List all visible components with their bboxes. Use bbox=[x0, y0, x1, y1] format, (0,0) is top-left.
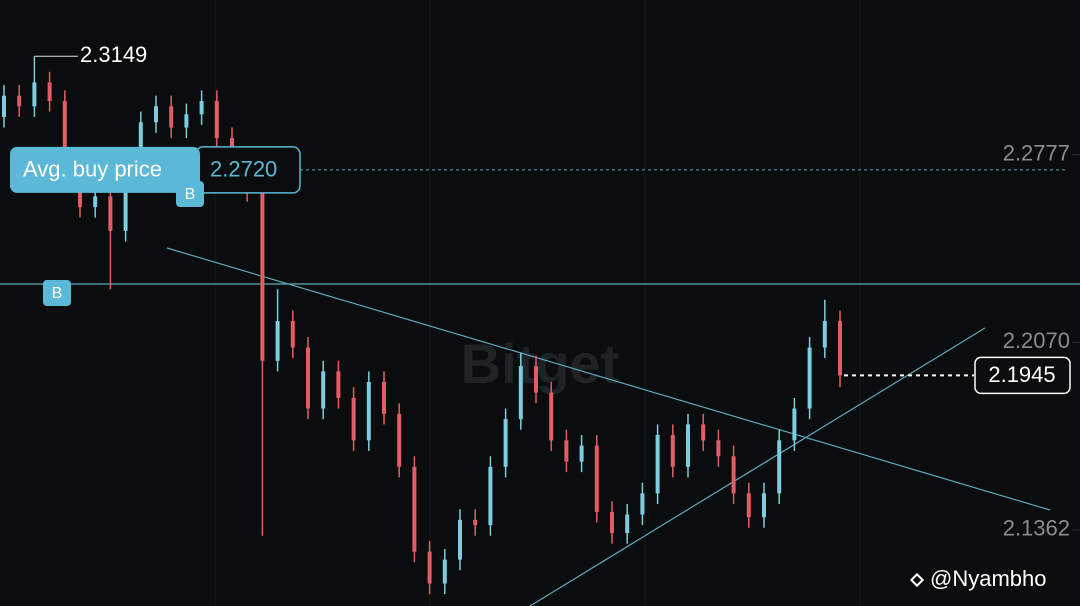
candle-body bbox=[260, 191, 265, 361]
candle-body bbox=[640, 493, 645, 515]
candle-body bbox=[610, 511, 614, 534]
overlay: 2.2777 2.2070 2.1362 2.3149 Avg. buy price 2.… bbox=[10, 42, 1080, 541]
candle-body bbox=[564, 440, 569, 462]
candle-body bbox=[275, 321, 280, 361]
candle-body bbox=[184, 114, 189, 128]
candle-body bbox=[154, 106, 158, 123]
candle-body bbox=[701, 424, 706, 441]
max-price-label: 2.3149 bbox=[80, 42, 147, 67]
candle-body bbox=[382, 381, 386, 414]
last-price-box bbox=[974, 356, 1071, 395]
candle-body bbox=[503, 419, 508, 467]
candle-body bbox=[427, 551, 432, 584]
candle-body bbox=[62, 101, 67, 162]
candle-body bbox=[32, 82, 37, 107]
candle-body bbox=[822, 321, 827, 348]
candle-body bbox=[169, 106, 174, 128]
candle-body bbox=[351, 397, 356, 441]
trend-line bbox=[529, 327, 986, 606]
candle-body bbox=[397, 413, 402, 467]
candle-body bbox=[93, 196, 98, 208]
last-price-label: 2.1945 bbox=[988, 362, 1055, 387]
candle-body bbox=[2, 95, 6, 117]
author: @Nyambho bbox=[930, 566, 1047, 591]
candle-body bbox=[47, 82, 52, 101]
candle-body bbox=[655, 435, 660, 494]
candle-body bbox=[731, 456, 736, 494]
y-tick-label: 2.2070 bbox=[1003, 328, 1070, 353]
candle-body bbox=[123, 172, 128, 231]
candle-body bbox=[670, 435, 675, 467]
avg-buy-badge bbox=[10, 146, 200, 193]
candle-body bbox=[716, 440, 721, 457]
candle-body bbox=[458, 519, 462, 560]
candle-body bbox=[807, 347, 812, 409]
avg-buy-label: Avg. buy price bbox=[23, 157, 162, 182]
candle-body bbox=[214, 101, 219, 139]
candle-body bbox=[594, 445, 599, 512]
candle-body bbox=[306, 347, 310, 409]
candle-body bbox=[746, 493, 751, 518]
author-icon bbox=[909, 572, 925, 588]
candle-body bbox=[473, 519, 478, 526]
candle-body bbox=[412, 466, 417, 552]
candle-body bbox=[442, 559, 447, 584]
candle-body bbox=[777, 440, 782, 494]
candle-body bbox=[518, 366, 523, 420]
candles bbox=[2, 56, 842, 595]
candle-body bbox=[366, 381, 371, 441]
candle-body bbox=[549, 392, 554, 441]
buy-marker-label: B bbox=[185, 186, 196, 203]
y-tick-label: 2.2777 bbox=[1003, 141, 1070, 166]
buy-marker bbox=[176, 181, 204, 207]
avg-buy-value: 2.2720 bbox=[210, 157, 277, 182]
background-grid bbox=[214, 0, 861, 606]
candle-body bbox=[792, 408, 797, 441]
candle-body bbox=[488, 466, 493, 526]
candle-body bbox=[199, 101, 204, 115]
buy-marker bbox=[43, 280, 71, 306]
candle-body bbox=[625, 514, 630, 534]
candle-body bbox=[17, 95, 22, 107]
candle-body bbox=[686, 424, 690, 467]
candle-body bbox=[336, 371, 341, 398]
candle-body bbox=[838, 321, 842, 376]
candle-body bbox=[762, 493, 766, 518]
candle-body bbox=[321, 371, 326, 409]
candle-body bbox=[290, 321, 295, 348]
candle-body bbox=[579, 445, 584, 462]
y-tick-label: 2.1362 bbox=[1003, 516, 1070, 541]
candle-body bbox=[108, 196, 113, 231]
candle-body bbox=[534, 366, 538, 393]
buy-marker-label: B bbox=[52, 285, 63, 302]
watermark: Bitget bbox=[461, 332, 620, 395]
trend-line bbox=[166, 247, 1051, 511]
